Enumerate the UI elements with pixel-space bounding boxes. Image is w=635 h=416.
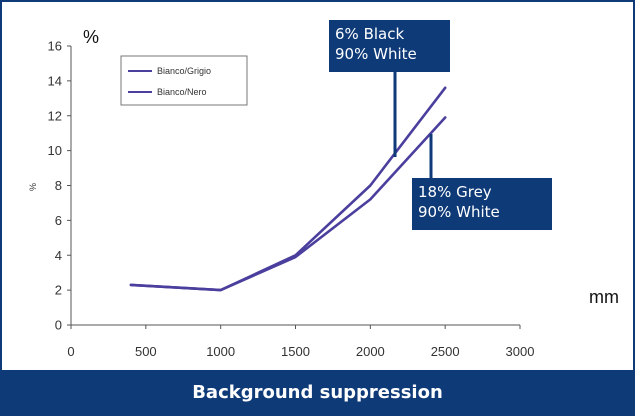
legend-entry: Bianco/Grigio bbox=[157, 66, 211, 76]
y-tick-label: 16 bbox=[48, 39, 62, 54]
callout-line: 6% Black bbox=[335, 25, 405, 43]
y-tick-label: 6 bbox=[55, 213, 62, 228]
x-unit-label: mm bbox=[589, 287, 619, 307]
legend-box bbox=[120, 55, 248, 106]
series-line bbox=[129, 116, 447, 292]
y-unit-label: % bbox=[83, 27, 100, 47]
callout-black-white: 6% Black 90% White bbox=[329, 20, 450, 72]
callout-grey-white: 18% Grey 90% White bbox=[412, 178, 552, 230]
y-tick-label: 8 bbox=[55, 178, 62, 193]
y-tick-label: 14 bbox=[48, 73, 62, 88]
x-tick-label: 2000 bbox=[356, 344, 385, 359]
x-tick-label: 1000 bbox=[206, 344, 235, 359]
chart-plot: 0 2 4 6 8 10 12 14 16 0 500 1000 1500 2000 2500 3000% B… bbox=[28, 39, 535, 360]
callout-line: 90% White bbox=[418, 203, 500, 221]
callout-line: 18% Grey bbox=[418, 183, 492, 201]
y-tick-label: 2 bbox=[55, 283, 62, 298]
caption-bar: Background suppression bbox=[2, 370, 633, 414]
x-tick-label: 1500 bbox=[281, 344, 310, 359]
y-axis-label: % bbox=[28, 183, 38, 191]
y-tick-label: 10 bbox=[48, 143, 62, 158]
x-tick-label: 0 bbox=[67, 344, 74, 359]
y-tick-label: 0 bbox=[55, 318, 62, 333]
x-tick-label: 500 bbox=[135, 344, 157, 359]
x-tick-label: 2500 bbox=[431, 344, 460, 359]
y-tick-label: 4 bbox=[55, 248, 62, 263]
x-tick-label: 3000 bbox=[506, 344, 535, 359]
callout-line: 90% White bbox=[335, 45, 417, 63]
legend-entry: Bianco/Nero bbox=[157, 87, 207, 97]
series-line bbox=[129, 86, 447, 292]
y-tick-label: 12 bbox=[48, 108, 62, 123]
